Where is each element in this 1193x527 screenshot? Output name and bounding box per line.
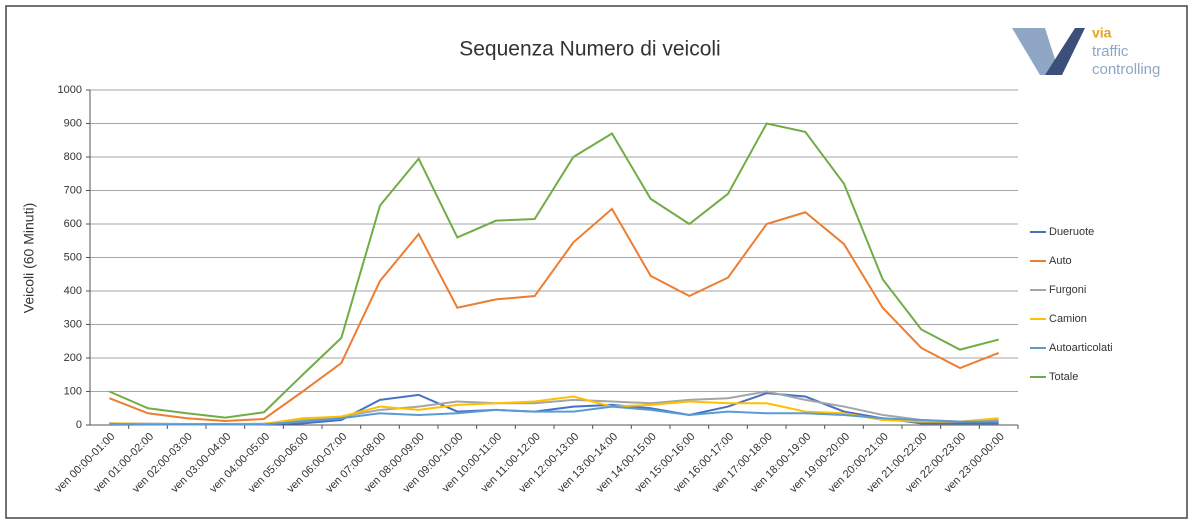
series-line (108, 207, 1000, 422)
logo-text: traffic (1092, 43, 1129, 60)
chart-title: Sequenza Numero di veicoli (459, 38, 720, 61)
y-tick-label: 400 (64, 285, 82, 297)
y-tick-label: 600 (64, 218, 82, 230)
legend-label: Camion (1049, 313, 1087, 325)
logo: via traffic controlling (1012, 25, 1160, 78)
y-tick-label: 0 (76, 419, 82, 431)
legend-label: Auto (1049, 255, 1072, 267)
legend-label: Autoarticolati (1049, 342, 1113, 354)
series-line (108, 122, 999, 419)
legend-label: Totale (1049, 371, 1078, 383)
logo-text: via (1092, 25, 1112, 41)
y-tick-label: 500 (64, 251, 82, 263)
y-tick-label: 700 (64, 184, 82, 196)
y-tick-label: 200 (64, 352, 82, 364)
logo-text: controlling (1092, 61, 1160, 78)
y-tick-label: 100 (64, 385, 82, 397)
y-tick-label: 300 (64, 318, 82, 330)
y-tick-label: 1000 (58, 84, 82, 96)
logo-shape (1045, 28, 1085, 75)
logo-shape (1012, 28, 1060, 75)
y-tick-label: 900 (64, 117, 82, 129)
series-line (109, 405, 999, 426)
y-axis-label: Veicoli (60 Minuti) (21, 203, 37, 314)
y-tick-label: 800 (64, 151, 82, 163)
legend-label: Furgoni (1049, 284, 1086, 296)
legend-label: Dueruote (1049, 226, 1094, 238)
chart-border (5, 5, 1188, 519)
